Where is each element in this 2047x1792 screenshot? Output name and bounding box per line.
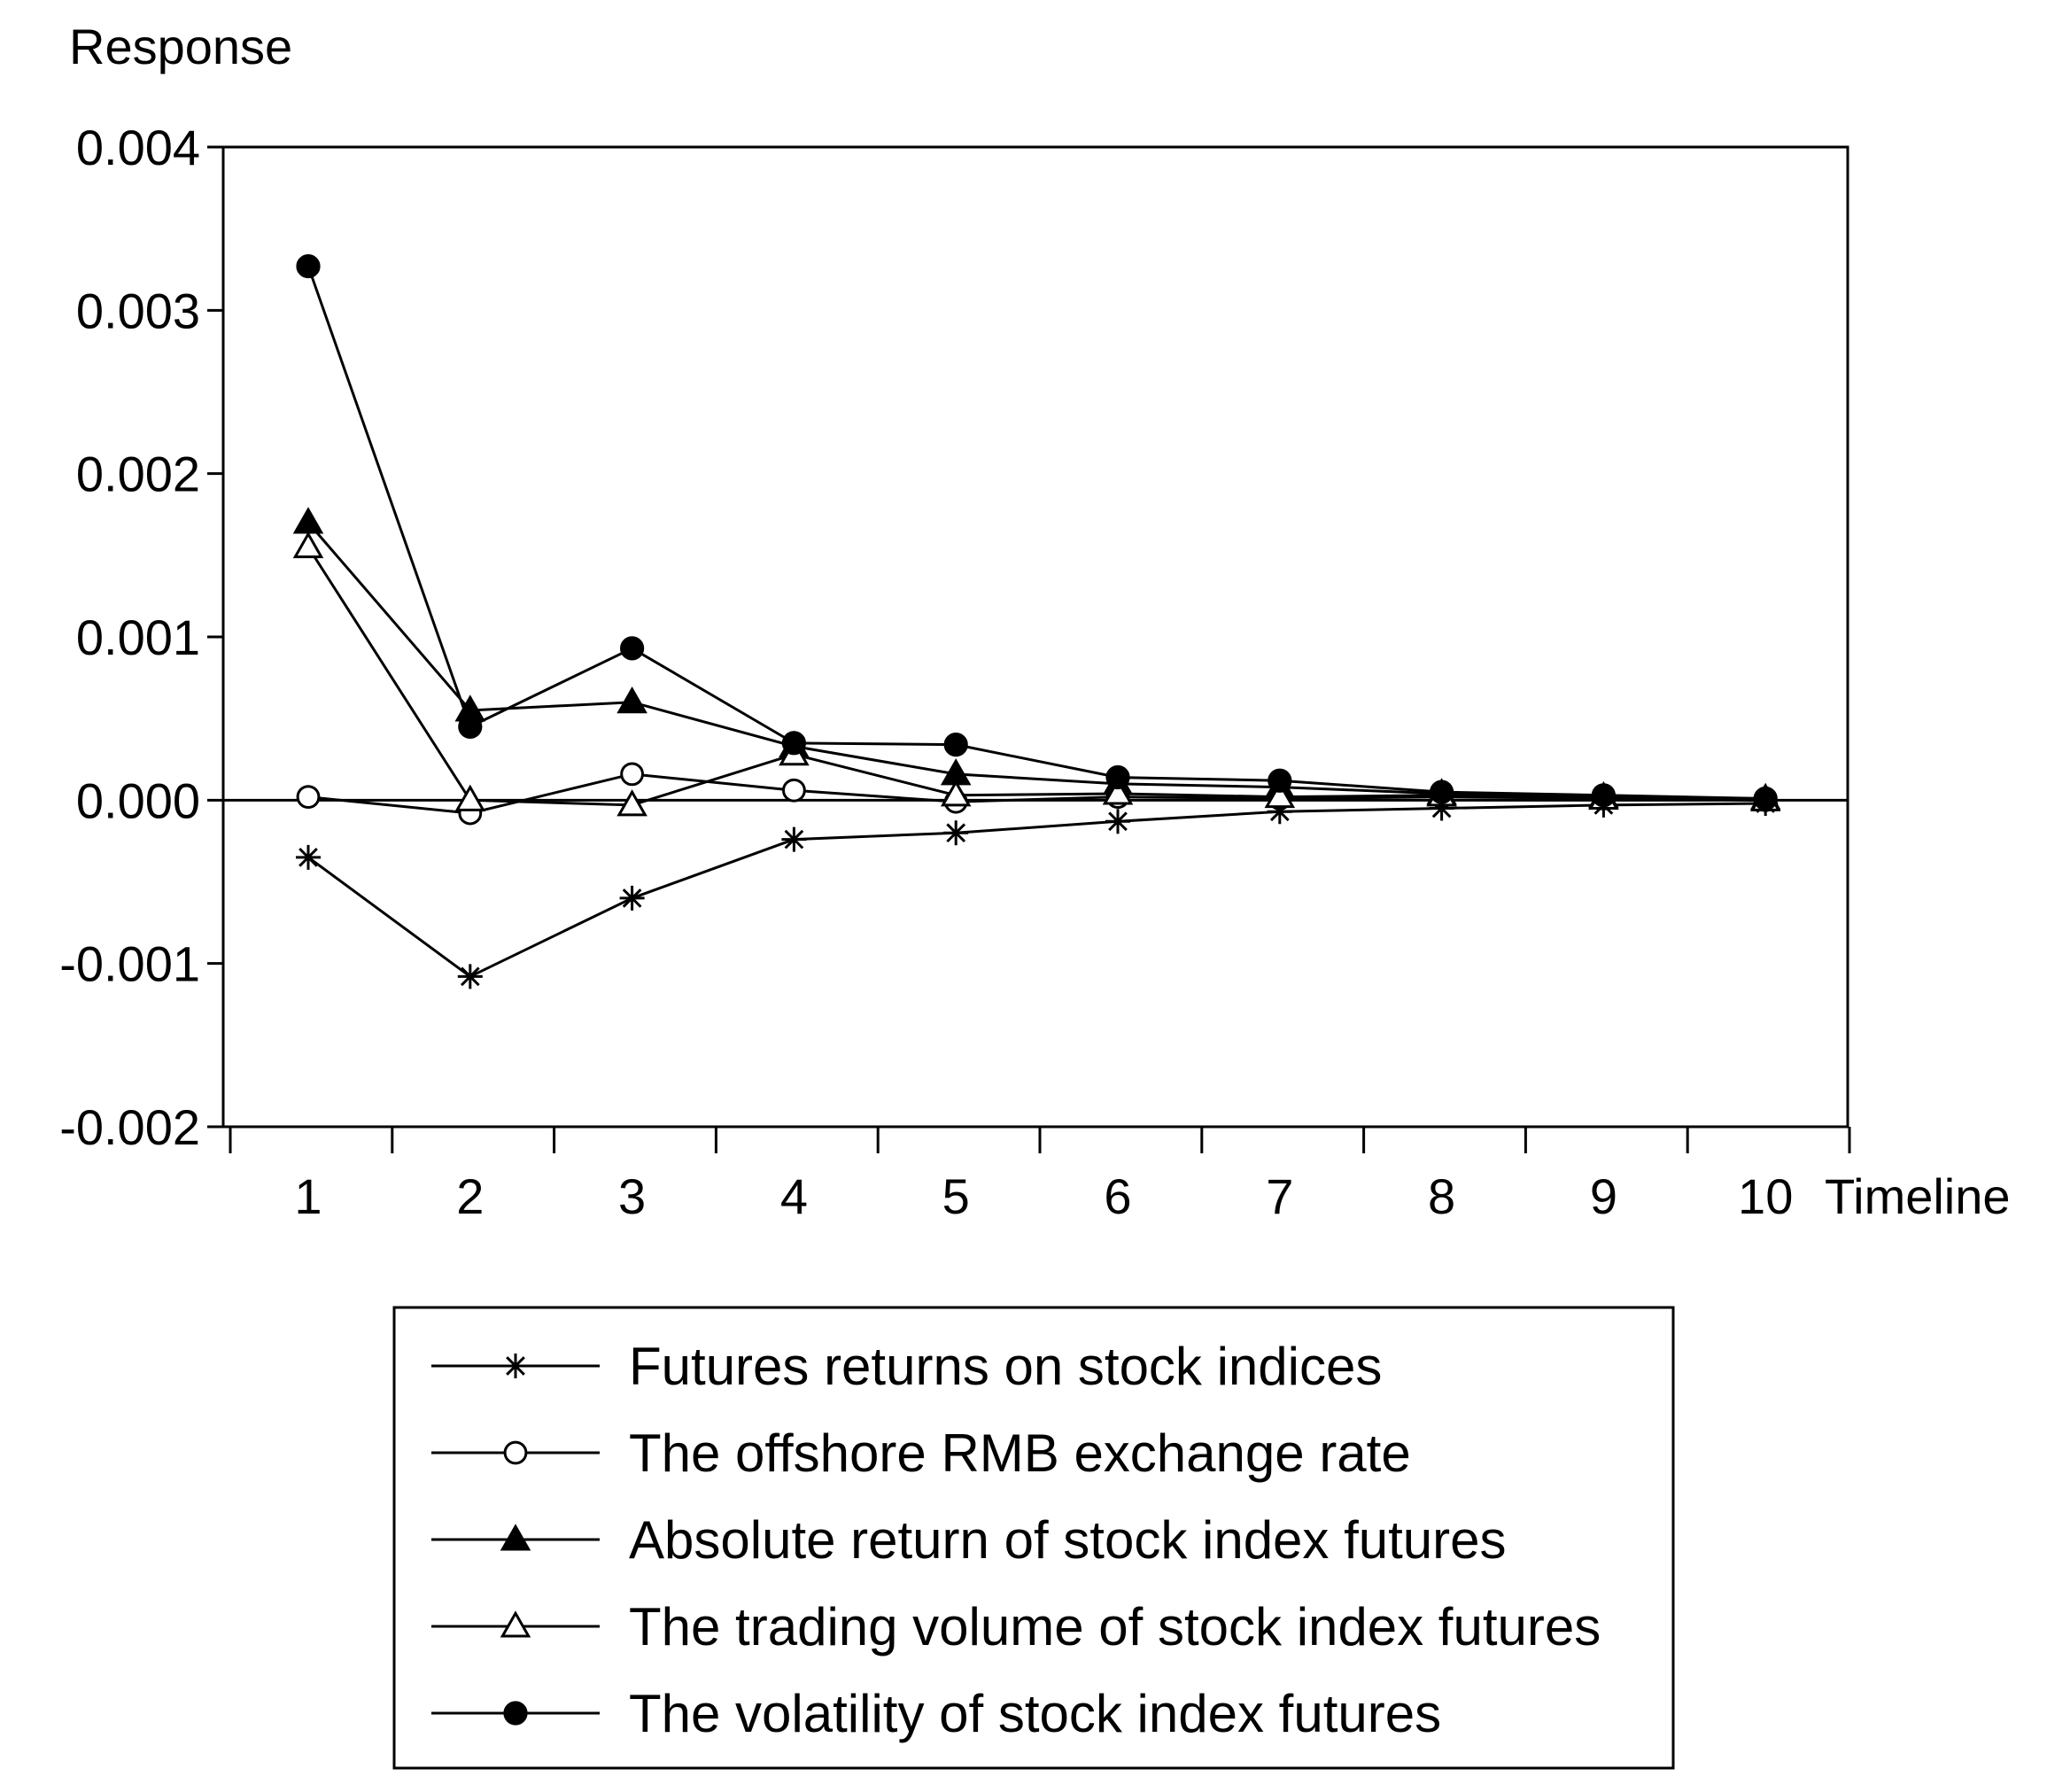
marker-triangle-open <box>616 789 647 817</box>
marker-asterisk <box>503 1354 528 1378</box>
x-tick-label: 3 <box>618 1168 646 1224</box>
marker-circle-filled <box>296 253 321 279</box>
marker-circle-filled <box>943 733 968 757</box>
marker-circle-filled <box>1591 783 1617 808</box>
x-tick-label: 2 <box>456 1168 484 1224</box>
marker-circle-filled <box>1268 768 1292 793</box>
marker-triangle-open <box>292 531 324 559</box>
legend-label: The offshore RMB exchange rate <box>629 1424 1411 1483</box>
marker-circle-filled <box>781 731 807 756</box>
legend-item: Futures returns on stock indices <box>431 1337 1382 1396</box>
marker-circle-filled <box>1105 764 1130 790</box>
marker-triangle-filled <box>500 1524 531 1551</box>
legend-label: The volatility of stock index futures <box>629 1684 1441 1743</box>
marker-circle-filled <box>1430 780 1454 804</box>
marker-asterisk <box>619 885 645 911</box>
x-tick-label: 1 <box>294 1168 322 1224</box>
series-line <box>306 266 1766 800</box>
x-tick-label: 8 <box>1428 1168 1455 1224</box>
marker-triangle-open <box>1264 780 1296 809</box>
legend: Futures returns on stock indices The offs… <box>431 1337 1601 1743</box>
marker-circle-filled <box>620 636 645 661</box>
y-tick-label: 0.000 <box>76 772 200 828</box>
y-tick-label: 0.003 <box>76 283 200 338</box>
marker-asterisk <box>781 826 807 852</box>
marker-asterisk <box>943 820 969 846</box>
x-tick-label: 5 <box>942 1168 970 1224</box>
series-1-markers <box>296 791 1779 989</box>
x-tick-label: 7 <box>1266 1168 1293 1224</box>
x-tick-label: 6 <box>1104 1168 1131 1224</box>
marker-asterisk <box>1267 799 1292 825</box>
y-tick-label: -0.001 <box>59 936 200 992</box>
marker-triangle-filled <box>292 507 324 534</box>
y-tick-label: 0.001 <box>76 609 200 665</box>
x-axis-label: Timeline <box>1825 1168 2011 1224</box>
legend-label: Absolute return of stock index futures <box>629 1510 1507 1570</box>
series-line <box>306 521 1766 800</box>
series-line <box>306 546 1766 807</box>
y-tick-label: -0.002 <box>59 1099 200 1155</box>
marker-asterisk <box>1105 809 1130 834</box>
series-1 <box>307 802 1766 979</box>
legend-item: The trading volume of stock index future… <box>431 1597 1601 1656</box>
legend-label: Futures returns on stock indices <box>629 1337 1382 1396</box>
series-4 <box>306 546 1766 807</box>
y-tick-label: 0.002 <box>76 446 200 502</box>
marker-circle-filled <box>1753 786 1778 811</box>
x-tick-label: 9 <box>1590 1168 1617 1224</box>
series-3 <box>306 521 1766 800</box>
series-layer <box>292 253 1781 989</box>
marker-triangle-open <box>500 1610 531 1638</box>
x-tick-label: 4 <box>780 1168 808 1224</box>
marker-triangle-filled <box>616 687 647 714</box>
marker-circle-open <box>503 1440 528 1465</box>
marker-circle-filled <box>503 1701 528 1726</box>
legend-item: Absolute return of stock index futures <box>431 1510 1507 1570</box>
marker-triangle-open <box>454 784 486 811</box>
series-5 <box>306 266 1766 800</box>
series-4-markers <box>292 531 1781 817</box>
marker-triangle-open <box>1102 778 1134 805</box>
marker-asterisk <box>296 844 321 870</box>
marker-circle-open <box>620 762 644 787</box>
x-tick-label: 10 <box>1738 1168 1793 1224</box>
series-line <box>307 802 1766 979</box>
marker-circle-open <box>782 778 806 803</box>
marker-circle-filled <box>458 714 483 739</box>
y-axis: 0.004 0.003 0.002 0.001 0.000 -0.001 -0.002 <box>59 120 223 1155</box>
y-tick-label: 0.004 <box>76 120 200 175</box>
legend-box <box>392 1306 1675 1770</box>
legend-item: The offshore RMB exchange rate <box>431 1424 1411 1483</box>
legend-item: The volatility of stock index futures <box>431 1684 1441 1743</box>
marker-asterisk <box>457 964 483 989</box>
x-axis: 1 2 3 4 5 6 7 8 9 10 <box>229 1127 1851 1224</box>
legend-label: The trading volume of stock index future… <box>629 1597 1601 1656</box>
series-5-markers <box>296 253 1778 811</box>
marker-triangle-open <box>940 780 972 807</box>
series-3-markers <box>292 507 1781 811</box>
y-axis-label: Response <box>69 19 292 74</box>
marker-circle-open <box>296 785 321 810</box>
